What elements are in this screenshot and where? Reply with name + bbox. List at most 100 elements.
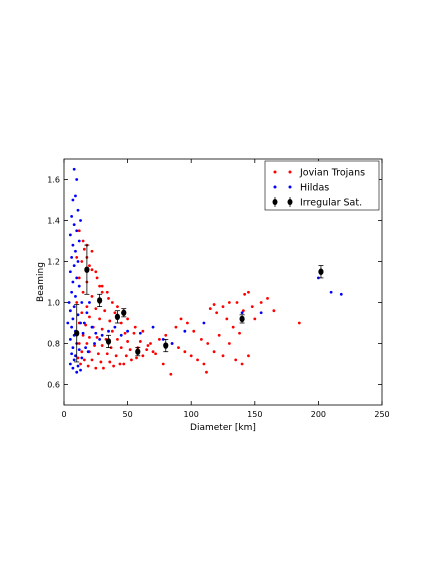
hildas-point (75, 178, 79, 181)
jovian-trojans-point (169, 372, 173, 376)
y-axis-ticks: 0.6 0.8 1.0 1.2 1.4 1.6 (47, 176, 382, 390)
hildas-point (71, 317, 75, 321)
jovian-trojans-point (110, 329, 114, 333)
jovian-trojans-point (82, 358, 86, 362)
y-axis-label: Beaming (36, 262, 46, 302)
jovian-trojans-point (235, 301, 239, 304)
jovian-trojans-point (130, 358, 133, 362)
hildas-point (259, 311, 263, 315)
hildas-point (93, 342, 96, 345)
jovian-trojans-point (234, 358, 238, 362)
jovian-trojans-point (205, 370, 208, 374)
jovian-trojans-point (116, 305, 119, 308)
hildas-point (71, 243, 75, 247)
jovian-trojans-point (124, 354, 128, 358)
hildas-point (90, 325, 94, 329)
x-axis-label: Diameter [km] (190, 423, 256, 433)
jovian-trojans-point (241, 309, 245, 313)
hildas-point (72, 264, 76, 267)
jovian-trojans-point (90, 294, 94, 298)
jovian-trojans-point (85, 342, 89, 345)
jovian-trojans-point (212, 303, 216, 306)
legend-marker-hildas (273, 185, 277, 189)
hildas-point (79, 321, 82, 325)
jovian-trojans-point (102, 366, 105, 370)
hildas-point (71, 366, 75, 370)
jovian-trojans-point (88, 335, 91, 339)
hildas-point (74, 354, 77, 358)
hildas-point (75, 276, 79, 280)
hildas-point (77, 284, 81, 288)
jovian-trojans-point (174, 325, 178, 329)
jovian-trojans-point (99, 360, 103, 364)
hildas-point (72, 305, 76, 308)
jovian-trojans-point (98, 284, 102, 288)
hildas-point (76, 364, 80, 368)
jovian-trojans-point (206, 342, 210, 345)
hildas-point (71, 280, 75, 284)
hildas-point (68, 338, 72, 341)
hildas-point (82, 321, 86, 325)
jovian-trojans-point (253, 317, 257, 321)
hildas-point (84, 346, 88, 349)
jovian-trojans-point (108, 319, 112, 323)
legend-marker-jovian-trojans (273, 170, 277, 174)
jovian-trojans-point (196, 358, 199, 362)
jovian-trojans-point (227, 342, 231, 345)
jovian-trojans-point (75, 301, 79, 304)
hildas-point (80, 301, 84, 304)
jovian-trojans-point (189, 354, 193, 358)
hildas-point (126, 329, 129, 333)
hildas-point (183, 329, 187, 333)
jovian-trojans-point (119, 321, 123, 325)
hildas-point (317, 276, 320, 280)
jovian-trojans-point (266, 297, 269, 300)
x-tick-label: 150 (247, 410, 262, 419)
legend-label-irregular-sat-: Irregular Sat. (300, 198, 362, 209)
jovian-trojans-point (90, 358, 94, 362)
jovian-trojans-point (227, 301, 231, 304)
jovian-trojans-point (84, 323, 88, 327)
jovian-trojans-point (94, 366, 98, 370)
jovian-trojans-point (81, 333, 85, 337)
x-tick-label: 250 (374, 410, 389, 419)
hildas-point (86, 350, 90, 354)
jovian-trojans-point (225, 317, 229, 321)
hildas-point (72, 223, 76, 227)
jovian-trojans-point (94, 307, 98, 311)
jovian-trojans-point (240, 362, 244, 366)
jovian-trojans-point (154, 352, 157, 356)
jovian-trojans-point (118, 362, 122, 366)
jovian-trojans-point (77, 342, 81, 345)
hildas-point (100, 333, 104, 337)
hildas-point (79, 368, 82, 372)
jovian-trojans-point (100, 344, 104, 347)
jovian-trojans-point (122, 362, 126, 366)
jovian-trojans-point (123, 331, 127, 335)
hildas-point (76, 313, 80, 317)
jovian-trojans-point (179, 317, 183, 321)
jovian-trojans-point (85, 305, 89, 308)
y-tick-label: 1.4 (47, 217, 60, 226)
hildas-point (75, 229, 79, 233)
jovian-trojans-point (98, 317, 102, 321)
jovian-trojans-point (126, 317, 129, 321)
jovian-trojans-point (90, 268, 94, 272)
jovian-trojans-point (77, 276, 81, 280)
jovian-trojans-point (243, 292, 247, 296)
jovian-trojans-point (192, 329, 196, 333)
jovian-trojans-point (247, 290, 250, 294)
hildas-point (70, 352, 74, 356)
jovian-trojans-point (80, 350, 84, 354)
data-points-layer (66, 167, 343, 376)
jovian-trojans-point (149, 342, 152, 345)
jovian-trojans-point (145, 348, 149, 352)
jovian-trojans-point (135, 356, 138, 360)
y-tick-label: 1.6 (47, 176, 60, 185)
jovian-trojans-point (128, 348, 132, 352)
jovian-trojans-point (88, 315, 91, 319)
jovian-trojans-point (80, 260, 84, 263)
hildas-point (170, 342, 174, 345)
jovian-trojans-point (247, 354, 250, 358)
